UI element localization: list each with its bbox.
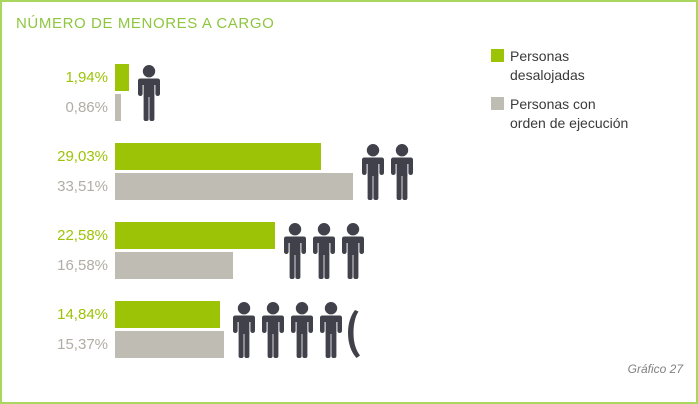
value-label-desalojadas: 29,03% — [57, 148, 108, 165]
value-label-orden-ejecucion: 16,58% — [57, 257, 108, 274]
person-icon — [342, 223, 364, 279]
legend-item: Personas con orden de ejecución — [491, 95, 681, 133]
value-label-orden-ejecucion: 0,86% — [65, 99, 108, 116]
value-label-desalojadas: 22,58% — [57, 227, 108, 244]
category-person-icons — [231, 302, 360, 358]
person-icon — [313, 223, 335, 279]
person-icon — [262, 302, 284, 358]
person-icon — [391, 144, 413, 200]
bar-group: 29,03% 33,51% — [2, 143, 696, 200]
figure-caption: Gráfico 27 — [627, 362, 683, 376]
bar-orden-ejecucion — [115, 252, 233, 279]
person-icon — [320, 302, 342, 358]
category-person-icons — [360, 144, 415, 200]
value-label-desalojadas: 14,84% — [57, 306, 108, 323]
chart-title: NÚMERO DE MENORES A CARGO — [16, 15, 275, 32]
half-person-icon — [348, 310, 360, 358]
bar-group: 14,84% 15,37% — [2, 301, 696, 358]
bar-group: 22,58% 16,58% — [2, 222, 696, 279]
person-icon — [233, 302, 255, 358]
bar-orden-ejecucion — [115, 173, 353, 200]
legend-label: Personas desalojadas — [510, 48, 585, 83]
bar-group: 1,94% 0,86% — [2, 64, 696, 121]
legend-item: Personas desalojadas — [491, 47, 681, 85]
value-label-orden-ejecucion: 33,51% — [57, 178, 108, 195]
legend-label: Personas con orden de ejecución — [510, 96, 629, 131]
person-icon — [362, 144, 384, 200]
person-icon — [138, 65, 160, 121]
bar-orden-ejecucion — [115, 331, 224, 358]
category-person-icons — [282, 223, 366, 279]
legend-swatch — [491, 49, 504, 62]
bar-desalojadas — [115, 64, 129, 91]
legend: Personas desalojadas Personas con orden de … — [491, 47, 681, 143]
bar-orden-ejecucion — [115, 94, 121, 121]
value-label-desalojadas: 1,94% — [65, 69, 108, 86]
bar-desalojadas — [115, 143, 321, 170]
legend-swatch — [491, 97, 504, 110]
value-label-orden-ejecucion: 15,37% — [57, 336, 108, 353]
person-icon — [284, 223, 306, 279]
person-icon — [291, 302, 313, 358]
bar-desalojadas — [115, 301, 220, 328]
category-person-icons — [136, 65, 162, 121]
bar-desalojadas — [115, 222, 275, 249]
